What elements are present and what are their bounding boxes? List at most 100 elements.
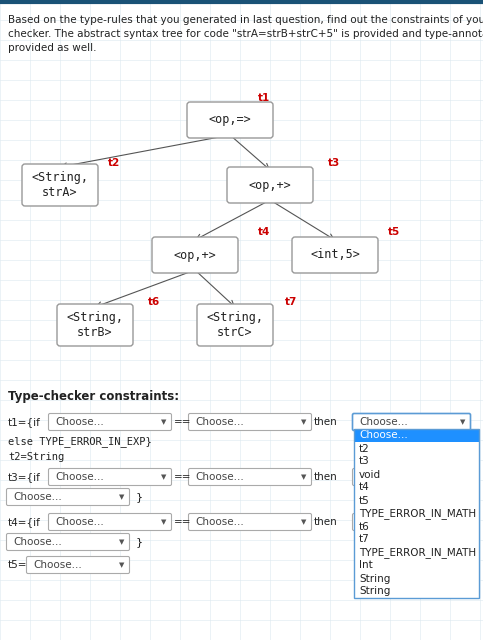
Bar (354, 481, 479, 494)
Bar (354, 546, 479, 559)
Text: t3: t3 (328, 158, 340, 168)
FancyBboxPatch shape (353, 513, 470, 531)
FancyBboxPatch shape (188, 468, 312, 486)
Text: Choose...: Choose... (13, 492, 62, 502)
FancyBboxPatch shape (57, 304, 133, 346)
Bar (354, 494, 479, 507)
Bar (354, 520, 479, 533)
Text: ▼: ▼ (161, 519, 166, 525)
Text: t6: t6 (359, 522, 370, 531)
Text: <op,=>: <op,=> (209, 113, 251, 127)
Text: Choose...: Choose... (195, 417, 244, 427)
Text: ▼: ▼ (460, 474, 466, 480)
Text: t3: t3 (359, 456, 370, 467)
Bar (354, 559, 479, 572)
Text: Choose...: Choose... (359, 431, 408, 440)
Bar (354, 468, 479, 481)
Text: <String,
strB>: <String, strB> (67, 310, 124, 339)
Text: Choose...: Choose... (55, 517, 104, 527)
Text: TYPE_ERROR_IN_MATH: TYPE_ERROR_IN_MATH (359, 508, 476, 519)
Text: <op,+>: <op,+> (173, 248, 216, 262)
Text: t5=: t5= (8, 560, 28, 570)
FancyBboxPatch shape (188, 513, 312, 531)
FancyBboxPatch shape (353, 413, 470, 431)
FancyBboxPatch shape (48, 468, 171, 486)
Text: then: then (314, 517, 338, 527)
Text: }: } (136, 492, 143, 502)
Bar (354, 585, 479, 598)
FancyBboxPatch shape (292, 237, 378, 273)
Bar (354, 572, 479, 585)
Text: t1={if: t1={if (8, 417, 41, 427)
FancyBboxPatch shape (48, 513, 171, 531)
Text: t1: t1 (258, 93, 270, 103)
Text: Choose...: Choose... (55, 472, 104, 482)
Text: t6: t6 (148, 297, 160, 307)
Text: <int,5>: <int,5> (310, 248, 360, 262)
Text: t7: t7 (359, 534, 370, 545)
Bar (354, 429, 479, 598)
Text: <op,+>: <op,+> (249, 179, 291, 191)
Text: Choose...: Choose... (55, 417, 104, 427)
Text: Choose...: Choose... (359, 517, 408, 527)
Text: Choose...: Choose... (195, 517, 244, 527)
Text: Int: Int (359, 561, 373, 570)
Text: else TYPE_ERROR_IN_EXP}: else TYPE_ERROR_IN_EXP} (8, 436, 152, 447)
Text: <String,
strC>: <String, strC> (207, 310, 264, 339)
Bar (354, 455, 479, 468)
Bar (354, 442, 479, 455)
Text: String: String (359, 573, 390, 584)
Text: ▼: ▼ (301, 519, 306, 525)
Text: t7: t7 (285, 297, 298, 307)
Text: }: } (136, 537, 143, 547)
Text: t3={if: t3={if (8, 472, 41, 482)
FancyBboxPatch shape (6, 534, 129, 550)
FancyBboxPatch shape (48, 413, 171, 431)
Text: Choose...: Choose... (33, 560, 82, 570)
Text: ==: == (174, 517, 191, 527)
Text: TYPE_ERROR_IN_MATH: TYPE_ERROR_IN_MATH (359, 547, 476, 558)
Text: t2=String: t2=String (8, 452, 64, 462)
FancyBboxPatch shape (197, 304, 273, 346)
FancyBboxPatch shape (188, 413, 312, 431)
Text: Choose...: Choose... (359, 417, 408, 427)
FancyBboxPatch shape (22, 164, 98, 206)
Text: t5: t5 (359, 495, 370, 506)
Text: ▼: ▼ (301, 474, 306, 480)
FancyBboxPatch shape (27, 557, 129, 573)
Text: t5: t5 (388, 227, 400, 237)
Text: Choose...: Choose... (13, 537, 62, 547)
Text: t4: t4 (359, 483, 370, 493)
FancyBboxPatch shape (6, 488, 129, 506)
Text: ▼: ▼ (301, 419, 306, 425)
Text: ▼: ▼ (460, 419, 466, 425)
Text: String: String (359, 586, 390, 596)
Text: checker. The abstract syntax tree for code "strA=strB+strC+5" is provided and ty: checker. The abstract syntax tree for co… (8, 29, 483, 39)
Text: then: then (314, 417, 338, 427)
Text: ▼: ▼ (161, 474, 166, 480)
Text: ▼: ▼ (161, 419, 166, 425)
Text: ==: == (174, 472, 191, 482)
Text: void: void (359, 470, 381, 479)
Text: ==: == (174, 417, 191, 427)
Text: then: then (314, 472, 338, 482)
Text: ▼: ▼ (119, 539, 125, 545)
Text: Choose...: Choose... (195, 472, 244, 482)
Text: <String,
strA>: <String, strA> (31, 170, 88, 200)
FancyBboxPatch shape (353, 468, 470, 486)
Text: ▼: ▼ (119, 494, 125, 500)
Text: Based on the type-rules that you generated in last question, find out the constr: Based on the type-rules that you generat… (8, 15, 483, 25)
FancyBboxPatch shape (227, 167, 313, 203)
Text: t2: t2 (108, 158, 120, 168)
Text: t4={if: t4={if (8, 517, 41, 527)
Text: t2: t2 (359, 444, 370, 454)
Text: ▼: ▼ (460, 519, 466, 525)
Text: t4: t4 (258, 227, 270, 237)
Text: Type-checker constraints:: Type-checker constraints: (8, 390, 179, 403)
Text: provided as well.: provided as well. (8, 43, 97, 53)
Text: ▼: ▼ (119, 562, 125, 568)
Bar (354, 507, 479, 520)
Text: Choose...: Choose... (359, 472, 408, 482)
Bar (354, 429, 479, 442)
FancyBboxPatch shape (187, 102, 273, 138)
